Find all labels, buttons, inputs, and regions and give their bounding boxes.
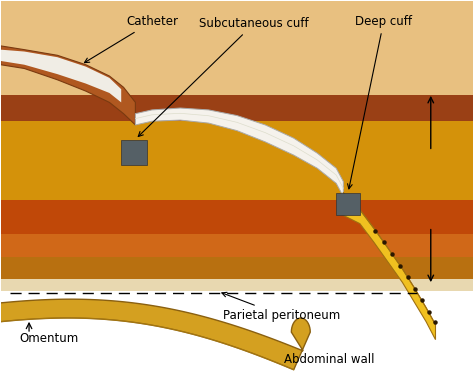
Bar [0, 200, 474, 234]
Bar [0, 279, 474, 291]
Polygon shape [0, 50, 121, 102]
Bar [121, 140, 147, 164]
Bar [0, 121, 474, 200]
Text: Subcutaneous cuff: Subcutaneous cuff [138, 17, 309, 136]
Bar [0, 1, 474, 95]
Bar [0, 95, 474, 121]
Text: Parietal peritoneum: Parietal peritoneum [222, 292, 340, 322]
Bar [0, 234, 474, 257]
Text: Abdominal wall: Abdominal wall [284, 353, 375, 366]
Text: Omentum: Omentum [19, 332, 79, 344]
Polygon shape [343, 193, 436, 340]
Bar [0, 291, 474, 377]
Polygon shape [0, 46, 136, 125]
Polygon shape [0, 299, 310, 370]
Bar [336, 193, 360, 215]
Text: Deep cuff: Deep cuff [347, 15, 412, 189]
Polygon shape [136, 108, 343, 197]
Bar [0, 257, 474, 279]
Text: Catheter: Catheter [84, 15, 178, 63]
